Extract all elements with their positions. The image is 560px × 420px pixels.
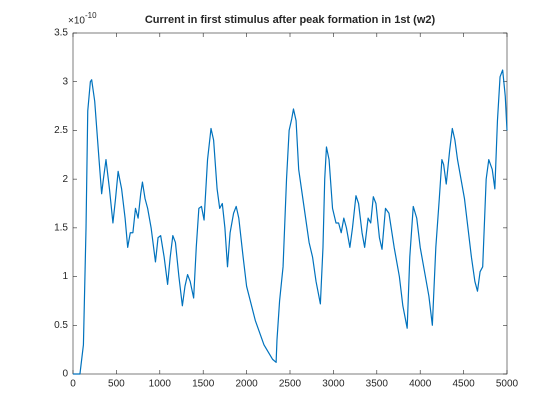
- x-tick-label: 500: [108, 379, 125, 390]
- x-tick-label: 3000: [322, 379, 345, 390]
- y-tick-label: 3: [62, 76, 68, 87]
- x-tick-label: 5000: [496, 379, 519, 390]
- x-tick-label: 4000: [409, 379, 432, 390]
- y-tick-label: 2.5: [54, 125, 68, 136]
- data-line: [73, 69, 508, 375]
- chart-title: Current in first stimulus after peak for…: [145, 14, 436, 26]
- y-tick-label: 0.5: [54, 320, 68, 331]
- x-tick-label: 3500: [366, 379, 389, 390]
- y-tick-label: 1.5: [54, 222, 68, 233]
- y-tick-label: 1: [62, 271, 68, 282]
- x-tick-label: 4500: [452, 379, 475, 390]
- y-tick-label: 3.5: [54, 28, 68, 39]
- x-tick-label: 0: [70, 379, 76, 390]
- x-tick-label: 1500: [192, 379, 215, 390]
- y-tick-label: 2: [62, 174, 68, 185]
- x-tick-label: 2500: [279, 379, 302, 390]
- y-exponent-base: ×10: [68, 16, 85, 27]
- x-tick-label: 2000: [235, 379, 258, 390]
- y-tick-label: 0: [62, 369, 68, 380]
- plot-area: [72, 32, 508, 375]
- x-tick-label: 1000: [149, 379, 172, 390]
- y-exponent-power: -10: [85, 11, 97, 20]
